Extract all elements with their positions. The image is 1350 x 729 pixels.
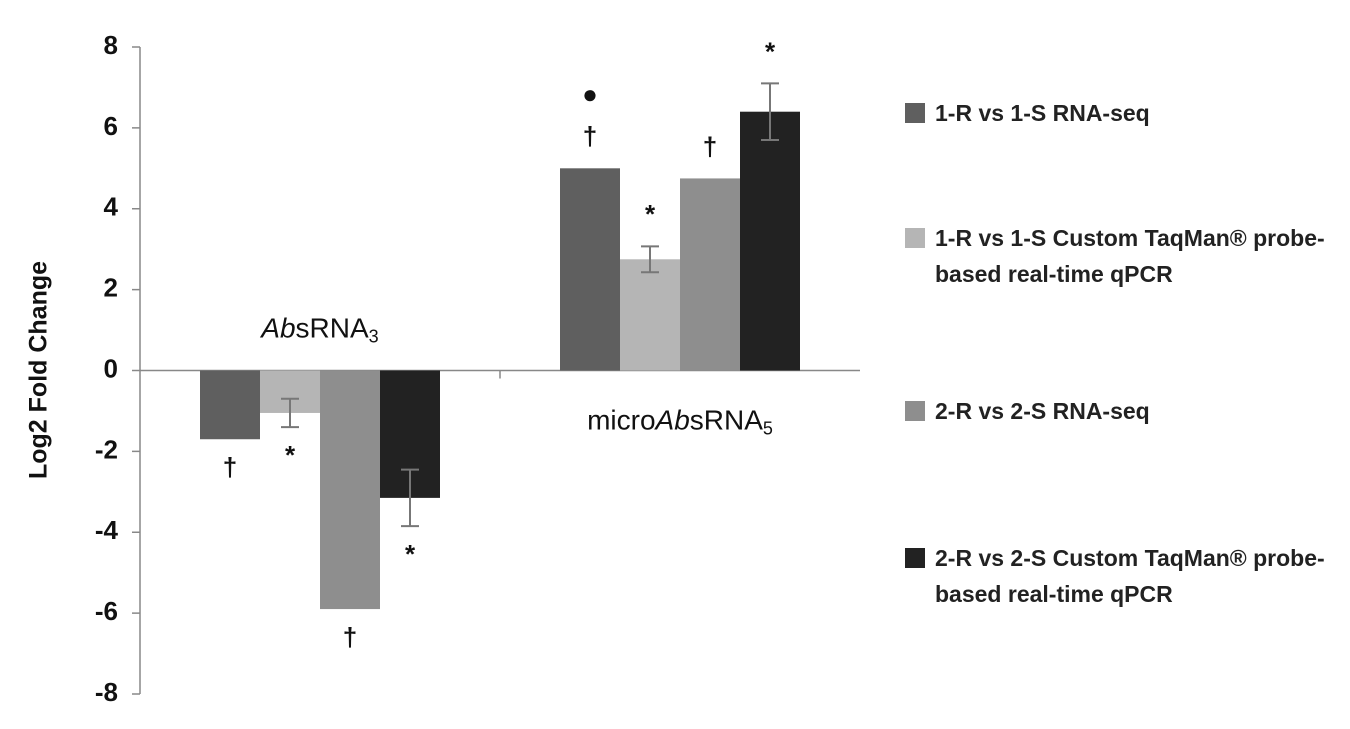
y-tick-label: 4 <box>104 192 119 222</box>
bar <box>560 168 620 371</box>
category-label: microAbsRNA5 <box>587 405 773 438</box>
category-label: AbsRNA3 <box>259 313 378 346</box>
y-tick-label: -8 <box>95 677 118 707</box>
y-tick-label: 2 <box>104 273 118 303</box>
legend-swatch <box>905 103 925 123</box>
y-tick-label: 8 <box>104 30 118 60</box>
significance-marker: † <box>223 452 237 482</box>
legend-entry: 2-R vs 2-S RNA-seq <box>905 393 1325 429</box>
legend-entry: 1-R vs 1-S Custom TaqMan® probe-based re… <box>905 220 1325 292</box>
y-axis-title: Log2 Fold Change <box>25 261 53 479</box>
legend-swatch <box>905 548 925 568</box>
significance-marker: ● <box>582 79 598 109</box>
bar <box>740 111 800 371</box>
significance-marker: † <box>703 131 717 161</box>
y-tick-label: 6 <box>104 111 118 141</box>
significance-marker: * <box>645 199 656 229</box>
legend-label: 2-R vs 2-S Custom TaqMan® probe-based re… <box>935 545 1325 607</box>
legend-label: 2-R vs 2-S RNA-seq <box>935 398 1150 424</box>
chart: Log2 Fold Change -8 -6 -4 -2 0 2 4 6 8 † * † * AbsRNA… <box>25 30 860 707</box>
bar <box>680 178 740 371</box>
significance-marker: * <box>765 36 776 66</box>
legend-entry: 1-R vs 1-S RNA-seq <box>905 95 1325 131</box>
y-tick-label: -6 <box>95 596 118 626</box>
legend-label: 1-R vs 1-S Custom TaqMan® probe-based re… <box>935 225 1325 287</box>
y-tick-label: -4 <box>95 515 119 545</box>
bar <box>320 370 380 610</box>
legend-swatch <box>905 228 925 248</box>
significance-marker: * <box>285 440 296 470</box>
significance-marker: † <box>583 121 597 151</box>
legend-entry: 2-R vs 2-S Custom TaqMan® probe-based re… <box>905 540 1325 612</box>
significance-marker: * <box>405 539 416 569</box>
significance-marker: † <box>343 622 357 652</box>
bar <box>620 259 680 371</box>
legend-label: 1-R vs 1-S RNA-seq <box>935 100 1150 126</box>
bar <box>200 370 260 440</box>
y-tick-label: 0 <box>104 353 118 383</box>
y-tick-label: -2 <box>95 434 118 464</box>
legend-swatch <box>905 401 925 421</box>
